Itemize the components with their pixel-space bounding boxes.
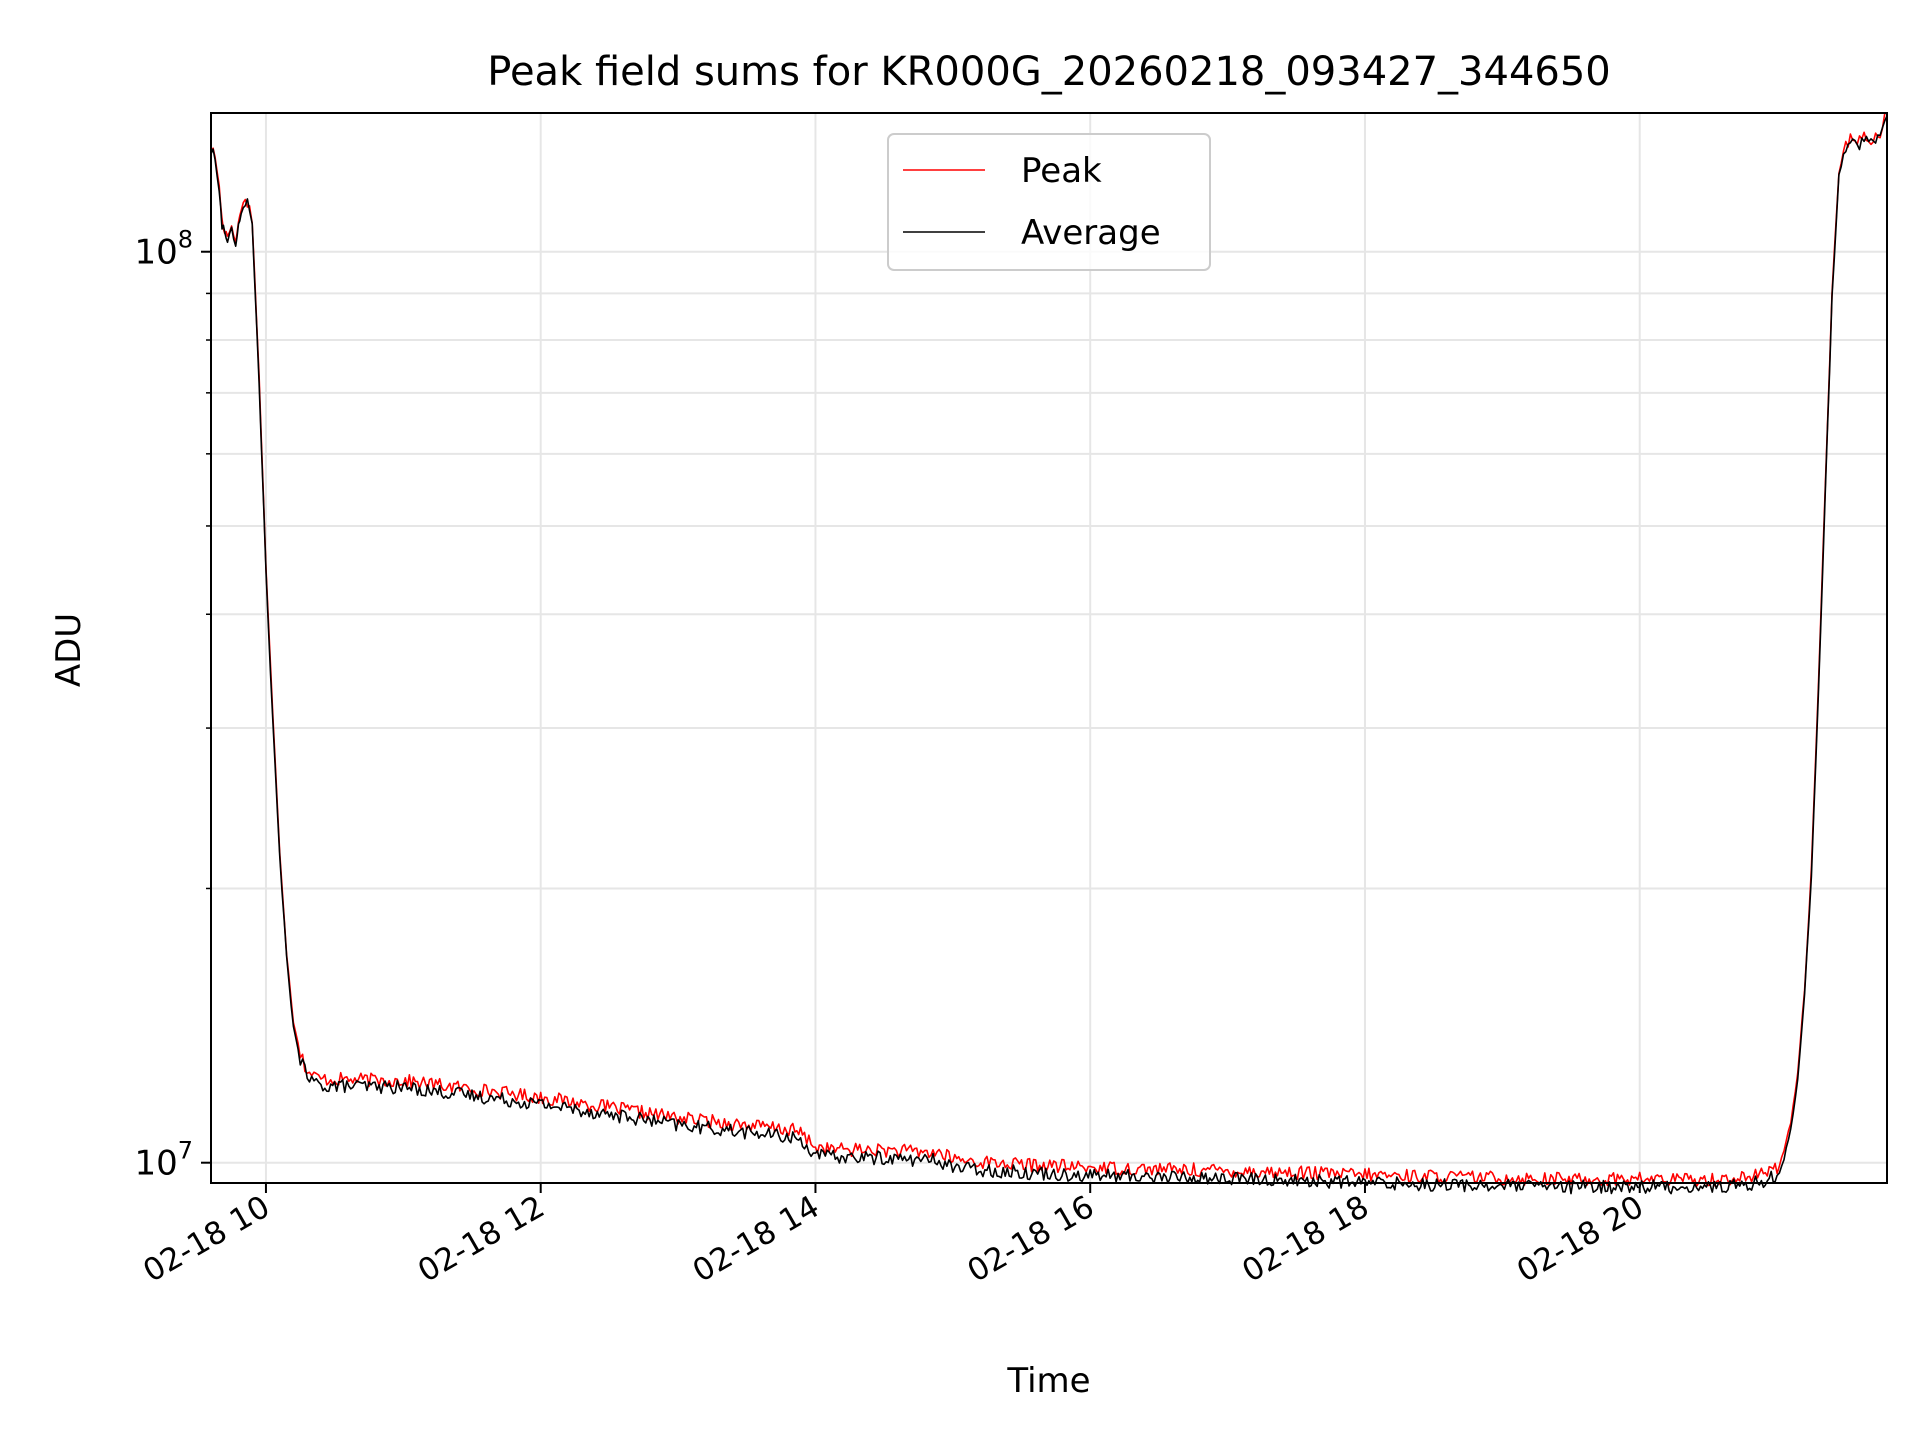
legend-box [887, 133, 1211, 271]
legend-label-average: Average [1021, 213, 1161, 253]
chart-title: Peak field sums for KR000G_20260218_0934… [487, 49, 1611, 95]
plot-frame [210, 112, 1888, 1184]
y-axis-label: ADU [49, 613, 89, 687]
y-tick-label: 108 [134, 226, 193, 273]
y-tick-label: 107 [134, 1137, 193, 1184]
grid [211, 113, 1887, 1183]
x-axis-label: Time [1006, 1361, 1090, 1401]
legend: Peak Average [887, 133, 1211, 271]
legend-label-peak: Peak [1021, 151, 1102, 191]
